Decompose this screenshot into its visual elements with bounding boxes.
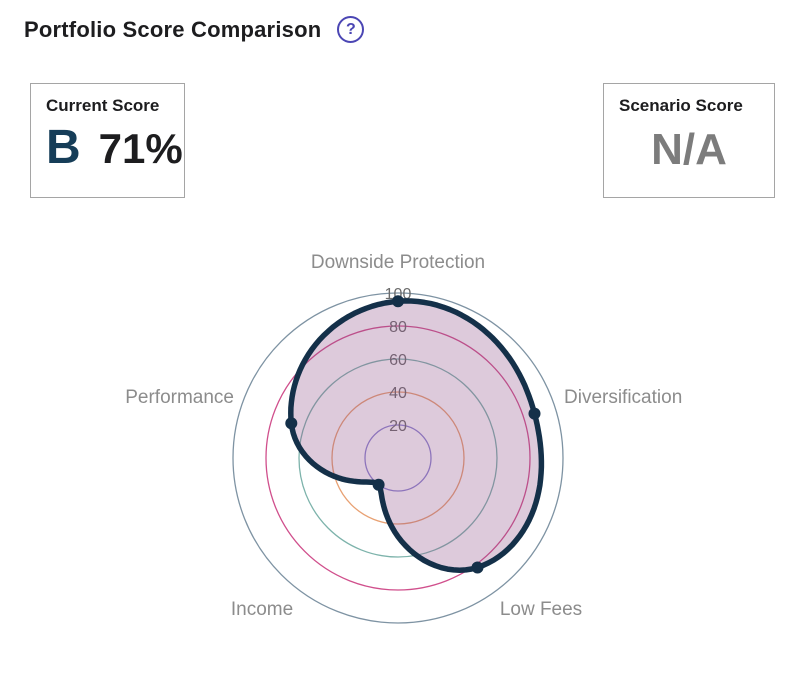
- radar-point-2: [471, 561, 484, 574]
- radar-point-4: [285, 417, 298, 430]
- axis-label-diversification: Diversification: [564, 387, 682, 408]
- tick-label-80: 80: [389, 319, 407, 336]
- scenario-score-label: Scenario Score: [619, 96, 743, 115]
- axis-label-income: Income: [231, 599, 293, 620]
- tick-label-20: 20: [389, 418, 407, 435]
- scenario-score-card: Scenario Score N/A: [603, 83, 775, 198]
- grid-ring-100: [232, 292, 564, 624]
- current-score-label: Current Score: [46, 96, 160, 115]
- current-score-grade: B: [46, 121, 81, 174]
- radar-point-1: [528, 407, 541, 420]
- grid-ring-40: [331, 391, 465, 525]
- axis-label-performance: Performance: [125, 387, 234, 408]
- page-title: Portfolio Score Comparison: [24, 16, 322, 42]
- current-score-percent: 71%: [98, 125, 183, 172]
- scenario-score-value: N/A: [651, 125, 727, 174]
- tick-label-60: 60: [389, 352, 407, 369]
- axis-label-downside-protection: Downside Protection: [311, 252, 485, 273]
- radar-point-0: [392, 295, 404, 308]
- tick-label-40: 40: [389, 385, 407, 402]
- current-score-card: Current Score B 71%: [30, 83, 185, 198]
- header: Portfolio Score Comparison ?: [24, 16, 365, 43]
- score-cards-row: Current Score B 71% Scenario Score N/A: [30, 83, 775, 198]
- radar-point-3: [372, 478, 385, 491]
- radar-chart-svg: 20406080100Downside ProtectionDiversific…: [125, 252, 682, 624]
- help-icon[interactable]: ?: [337, 16, 365, 43]
- radar-series-area: [288, 298, 545, 573]
- current-score-value: B 71%: [46, 121, 183, 174]
- grid-ring-20: [364, 424, 432, 492]
- axis-label-low-fees: Low Fees: [500, 599, 582, 620]
- radar-chart: 20406080100Downside ProtectionDiversific…: [0, 230, 800, 675]
- grid-ring-80: [265, 325, 531, 591]
- grid-ring-60: [298, 358, 498, 558]
